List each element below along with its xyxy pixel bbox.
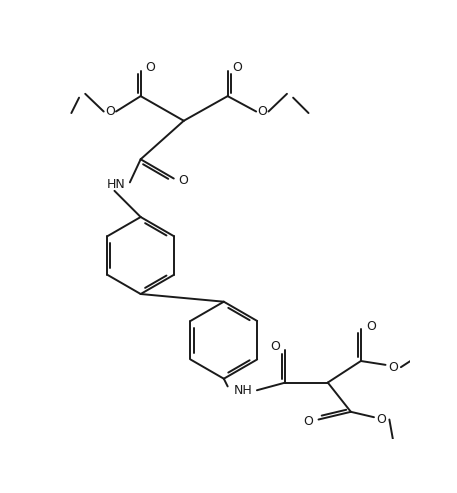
Text: O: O [105,105,115,118]
Text: NH: NH [234,384,252,397]
Text: O: O [145,61,155,74]
Text: O: O [232,61,242,74]
Text: O: O [366,320,376,333]
Text: O: O [388,361,398,374]
Text: HN: HN [106,178,125,191]
Text: O: O [271,340,280,353]
Text: O: O [178,174,188,186]
Text: O: O [257,105,267,118]
Text: O: O [377,413,387,426]
Text: O: O [303,415,314,428]
